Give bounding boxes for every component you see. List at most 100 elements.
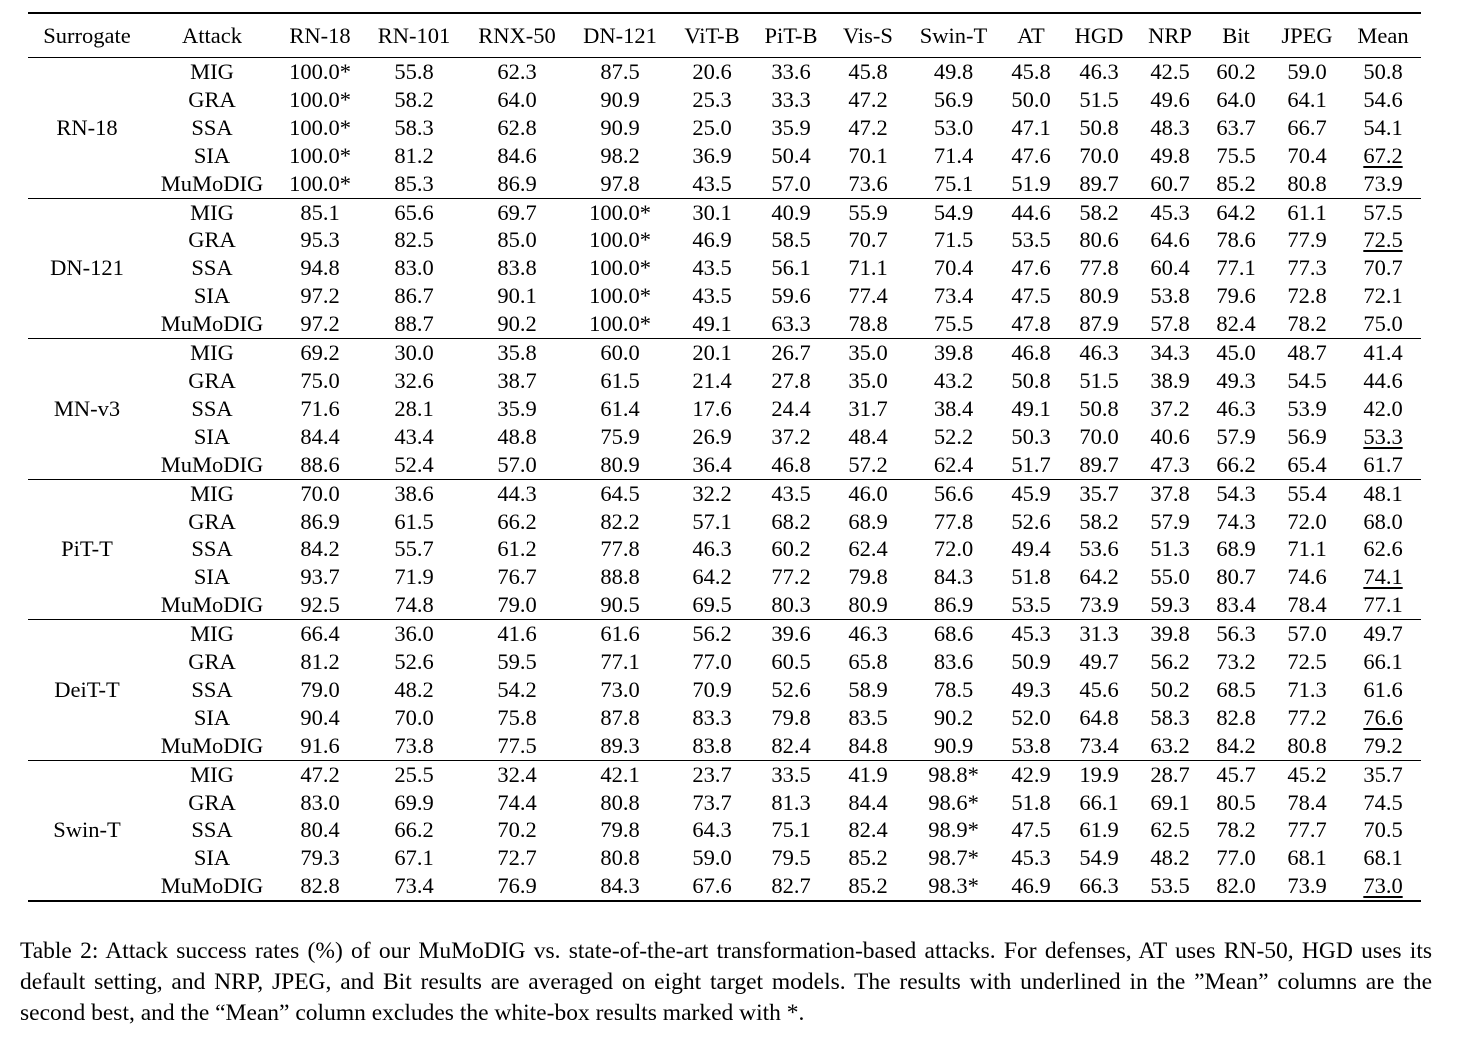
value-cell: 82.8 (1216, 704, 1256, 730)
surrogate-cell: Swin-T (28, 759, 146, 902)
value-cell: 62.4 (848, 536, 888, 562)
value-cell: 79.3 (300, 845, 340, 871)
attack-cell: SSA (191, 676, 233, 702)
value-cell: 84.6 (497, 142, 537, 168)
value-cell: 80.7 (1216, 564, 1256, 590)
value-cell: 76.6 (1363, 704, 1403, 730)
value-cell: 35.0 (848, 367, 888, 393)
value-cell: 55.7 (394, 536, 434, 562)
value-cell: 40.6 (1150, 423, 1190, 449)
value-cell: 49.4 (1011, 536, 1051, 562)
value-cell: 47.5 (1011, 817, 1051, 843)
value-cell: 54.9 (906, 197, 1001, 227)
value-cell: 82.7 (771, 873, 811, 899)
value-cell: 17.6 (692, 395, 732, 421)
value-cell: 45.8 (848, 59, 888, 84)
value-cell: 57.5 (1345, 197, 1421, 227)
value-cell: 67.6 (692, 873, 732, 899)
value-cell: 89.7 (1079, 451, 1119, 477)
column-header: ViT-B (684, 23, 740, 48)
value-cell: 77.0 (692, 649, 732, 675)
value-cell: 80.9 (1079, 283, 1119, 309)
value-cell: 84.3 (933, 564, 974, 590)
table-row: SSA 94.8 83.0 83.8 100.0* 43.5 56.1 71.1 70.4 47.… (28, 254, 1421, 282)
value-cell: 37.2 (771, 423, 811, 449)
value-cell: 60.5 (771, 649, 811, 675)
column-header: RNX-50 (478, 23, 556, 48)
value-cell: 73.4 (394, 873, 434, 899)
value-cell: 85.2 (1216, 170, 1256, 196)
value-cell: 91.6 (300, 732, 340, 758)
value-cell: 98.2 (600, 142, 640, 168)
value-cell: 25.0 (692, 114, 732, 140)
value-cell: 74.4 (497, 789, 537, 815)
table-header-row: Surrogate Attack RN-18 RN-101 RNX-50 DN-121 Vi… (28, 13, 1421, 58)
value-cell: 85.2 (848, 873, 888, 899)
column-header: AT (1017, 23, 1045, 48)
table-row: SSA 79.0 48.2 54.2 73.0 70.9 52.6 58.9 78.5 49.3 4… (28, 676, 1421, 704)
value-cell: 77.8 (600, 536, 640, 562)
value-cell: 70.0 (394, 704, 434, 730)
value-cell: 50.2 (1150, 676, 1190, 702)
value-cell: 73.7 (692, 789, 732, 815)
value-cell: 51.9 (1011, 170, 1051, 196)
column-header: RN-101 (377, 23, 451, 48)
value-cell: 53.0 (933, 114, 974, 140)
value-cell: 63.7 (1216, 114, 1256, 140)
value-cell: 79.6 (1216, 283, 1256, 309)
value-cell: 75.0 (1363, 311, 1403, 337)
table-row: SSA 100.0* 58.3 62.8 90.9 25.0 35.9 47.2 53.0 47.… (28, 114, 1421, 142)
value-cell: 35.7 (1061, 478, 1137, 508)
value-cell: 46.3 (1216, 395, 1256, 421)
value-cell: 27.8 (771, 367, 811, 393)
table-row: Swin-T MIG 47.2 25.5 32.4 42.1 23.7 33.5 41.9 98.… (28, 759, 1421, 902)
value-cell: 51.5 (1079, 86, 1119, 112)
value-cell: 43.4 (394, 423, 434, 449)
value-cell: 41.4 (1345, 338, 1421, 367)
value-cell: 68.6 (906, 619, 1001, 649)
table-body: RN-18 MIG 100.0* 55.8 62.3 87.5 20.6 33.6 45.8 49… (28, 58, 1421, 902)
value-cell: 36.0 (362, 619, 466, 649)
value-cell: 80.9 (600, 451, 640, 477)
value-cell: 73.9 (1287, 873, 1327, 899)
value-cell: 50.8 (1079, 114, 1119, 140)
value-cell: 48.1 (1345, 478, 1421, 508)
value-cell: 56.9 (1287, 423, 1327, 449)
value-cell: 89.7 (1079, 170, 1119, 196)
value-cell: 61.6 (568, 619, 672, 649)
value-cell: 85.0 (497, 227, 537, 253)
value-cell: 66.2 (1216, 451, 1256, 477)
value-cell: 56.6 (906, 478, 1001, 508)
value-cell: 62.6 (1363, 536, 1403, 562)
value-cell: 48.4 (848, 423, 888, 449)
value-cell: 77.8 (933, 508, 974, 534)
value-cell: 41.9 (830, 759, 906, 789)
value-cell: 88.6 (300, 451, 340, 477)
value-cell: 55.8 (394, 59, 434, 84)
value-cell: 85.2 (848, 845, 888, 871)
value-cell: 73.6 (848, 170, 888, 196)
value-cell: 90.9 (600, 114, 640, 140)
value-cell: 34.3 (1137, 338, 1203, 367)
column-header: DN-121 (583, 23, 657, 48)
attack-cell: MuMoDIG (160, 732, 264, 758)
value-cell: 52.6 (1011, 508, 1051, 534)
value-cell: 35.7 (1345, 759, 1421, 789)
value-cell: 83.3 (692, 704, 732, 730)
table-row: SSA 84.2 55.7 61.2 77.8 46.3 60.2 62.4 72.0 49.4 5… (28, 535, 1421, 563)
value-cell: 46.3 (1061, 338, 1137, 367)
table-row: SIA 100.0* 81.2 84.6 98.2 36.9 50.4 70.1 71.4 47.… (28, 142, 1421, 170)
value-cell: 79.0 (497, 592, 537, 618)
value-cell: 26.9 (692, 423, 732, 449)
table-row: SSA 80.4 66.2 70.2 79.8 64.3 75.1 82.4 98.9* 47.5… (28, 816, 1421, 844)
value-cell: 71.9 (394, 564, 434, 590)
value-cell: 80.8 (1287, 732, 1327, 758)
value-cell: 68.1 (1363, 845, 1403, 871)
value-cell: 54.6 (1363, 86, 1403, 112)
value-cell: 100.0* (289, 142, 351, 168)
value-cell: 32.4 (466, 759, 568, 789)
value-cell: 50.8 (1011, 367, 1051, 393)
value-cell: 56.9 (933, 86, 974, 112)
value-cell: 82.0 (1216, 873, 1256, 899)
value-cell: 66.2 (394, 817, 434, 843)
